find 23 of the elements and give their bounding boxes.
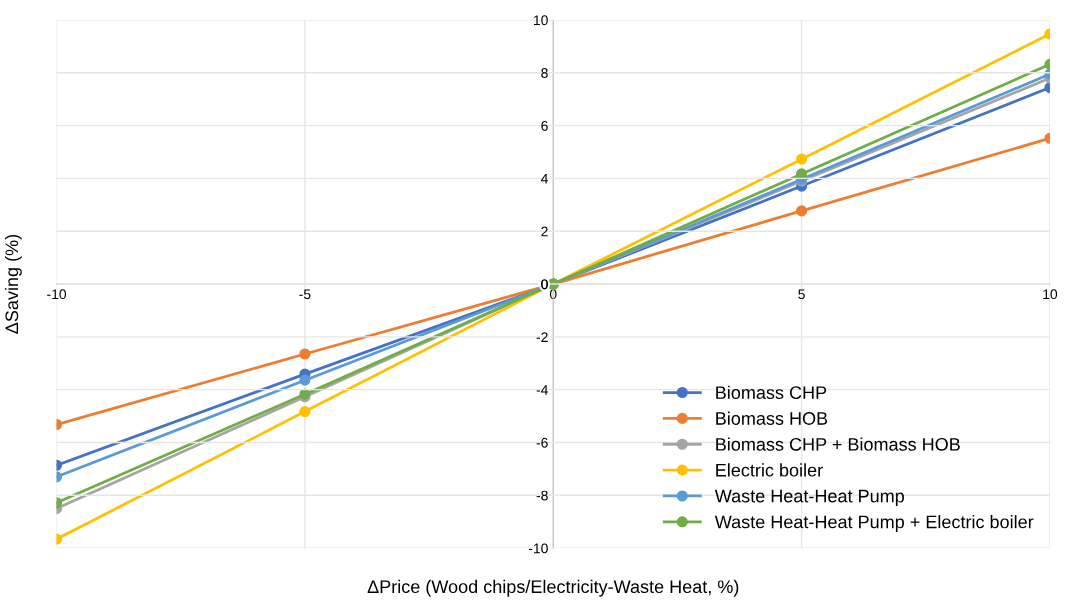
y-tick-label: 2 [541,226,548,237]
x-tick-label: 0 [549,289,557,300]
y-axis-title: ΔSaving (%) [4,234,22,334]
x-tick-label: -5 [299,289,311,300]
y-tick-label: 8 [541,68,548,78]
x-tick-label: 5 [798,289,805,300]
legend-label: Biomass HOB [716,411,828,425]
x-axis-title: ΔPrice (Wood chips/Electricity-Waste Heat, %) [367,579,739,597]
y-tick-label: -6 [536,437,548,448]
x-tick-label: 10 [1043,289,1058,300]
legend-label: Waste Heat-Heat Pump + Electric boiler [714,515,1034,532]
y-tick-label: -4 [536,385,548,395]
y-tick-label: 10 [533,15,548,26]
y-tick-label: 6 [541,120,548,131]
y-tick-label: -8 [536,490,548,501]
y-tick-label: 4 [540,173,548,184]
x-tick-label: -10 [47,289,67,300]
legend-label: Waste Heat-Heat Pump [714,489,904,507]
y-tick-label: -10 [528,543,548,554]
legend-label: Biomass CHP [716,385,827,400]
legend-label: Electric boiler [716,463,823,477]
legend-label: Biomass CHP + Biomass HOB [716,437,960,451]
y-tick-label: -2 [536,332,548,342]
